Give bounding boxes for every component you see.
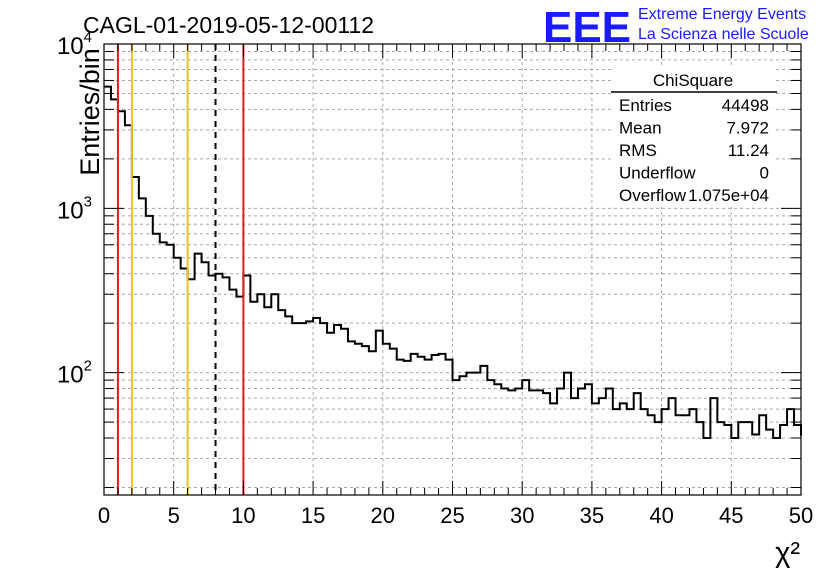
x-tick-label: 20 — [371, 503, 395, 528]
x-tick-label: 50 — [789, 503, 813, 528]
stats-row-value: 1.075e+04 — [688, 186, 769, 205]
stats-rows: Entries 44498 Mean 7.972 RMS 11.24 Underflow 0 O… — [619, 96, 769, 205]
run-title: CAGL-01-2019-05-12-00112 — [83, 12, 374, 38]
x-tick-label: 5 — [168, 503, 180, 528]
logo-line-2: La Scienza nelle Scuole — [638, 26, 809, 43]
stats-row-value: 11.24 — [728, 141, 769, 160]
y-axis-label: Entries/bin — [75, 48, 105, 176]
stats-row-label: Overflow — [619, 186, 687, 205]
stats-row-label: Entries — [619, 96, 672, 115]
x-tick-label: 10 — [231, 503, 255, 528]
stats-row-value: 44498 — [722, 96, 769, 115]
histogram-outline — [104, 85, 802, 440]
x-tick-label: 45 — [719, 503, 743, 528]
axis-ticks: 0 5 10 15 20 25 30 35 40 45 50 102 103 104 — [57, 29, 813, 528]
x-tick-label: 30 — [510, 503, 534, 528]
stats-row-label: Underflow — [619, 164, 696, 183]
y-tick-label: 104 — [57, 29, 92, 60]
plot-frame — [103, 43, 802, 496]
y-tick-label: 102 — [57, 358, 92, 389]
y-tick-label: 103 — [57, 193, 92, 224]
eee-logo: EEE Extreme Energy Events La Scienza nel… — [543, 3, 809, 52]
logo-line-1: Extreme Energy Events — [638, 6, 806, 23]
marker-lines — [116, 44, 245, 495]
x-tick-label: 35 — [580, 503, 604, 528]
stats-row-label: RMS — [619, 141, 657, 160]
grid-lines — [104, 44, 801, 495]
x-tick-label: 15 — [301, 503, 325, 528]
x-tick-label: 40 — [649, 503, 673, 528]
stats-row-label: Mean — [619, 119, 662, 138]
histogram-bars — [104, 85, 802, 440]
x-tick-label: 0 — [98, 503, 110, 528]
stats-row-value: 0 — [760, 164, 769, 183]
stats-row-value: 7.972 — [726, 119, 769, 138]
x-axis-label: χ² — [775, 537, 800, 569]
x-tick-label: 25 — [440, 503, 464, 528]
stats-box: ChiSquare Entries 44498 Mean 7.972 RMS 11.24 U… — [611, 67, 777, 207]
stats-title: ChiSquare — [653, 71, 733, 90]
stats-box-background — [611, 67, 775, 207]
